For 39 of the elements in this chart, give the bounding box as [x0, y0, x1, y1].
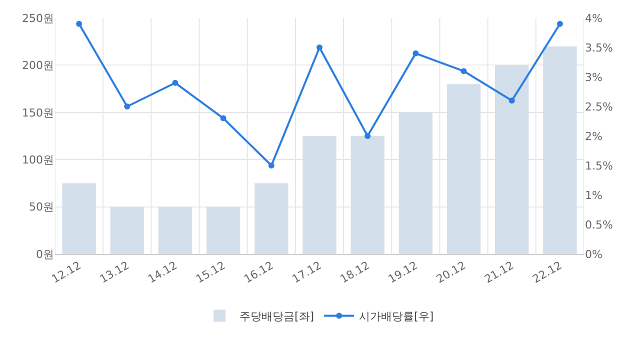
point — [268, 162, 274, 168]
point — [508, 98, 515, 104]
bar — [206, 206, 240, 254]
bar — [446, 84, 481, 254]
y-tick-label: 150원 — [22, 106, 54, 120]
y-tick-label: 250원 — [22, 12, 54, 25]
bar — [158, 206, 192, 254]
y-tick-label: 50원 — [29, 200, 54, 214]
y2-tick-label: 1% — [585, 188, 602, 202]
point — [364, 133, 371, 139]
point — [172, 80, 178, 86]
y2-tick-label: 2.5% — [585, 100, 613, 114]
bar — [350, 136, 384, 254]
point — [220, 115, 226, 122]
y2-tick-label: 2% — [585, 130, 602, 143]
bar — [110, 206, 144, 254]
y2-tick-label: 0.5% — [585, 218, 613, 232]
legend-label: 주당배당금[좌] — [240, 310, 314, 323]
point — [124, 104, 130, 110]
bar — [398, 112, 433, 254]
point — [76, 20, 82, 27]
point — [316, 44, 322, 50]
legend-label: 시가배당률[우] — [359, 310, 434, 323]
y-tick-label: 100원 — [22, 153, 54, 166]
bar — [543, 46, 577, 254]
y2-tick-label: 0% — [585, 248, 602, 261]
y2-tick-label: 3.5% — [585, 41, 613, 54]
y2-tick-label: 3% — [585, 70, 602, 84]
y2-tick-label: 4% — [585, 12, 602, 25]
bar — [254, 183, 288, 254]
bar — [495, 65, 529, 254]
point — [556, 20, 563, 27]
point — [412, 50, 419, 56]
y2-tick-label: 1.5% — [585, 159, 613, 172]
bar — [62, 183, 96, 254]
bar — [302, 136, 336, 254]
y-tick-label: 0원 — [36, 248, 54, 261]
point — [460, 68, 467, 74]
y-tick-label: 200원 — [22, 59, 54, 72]
